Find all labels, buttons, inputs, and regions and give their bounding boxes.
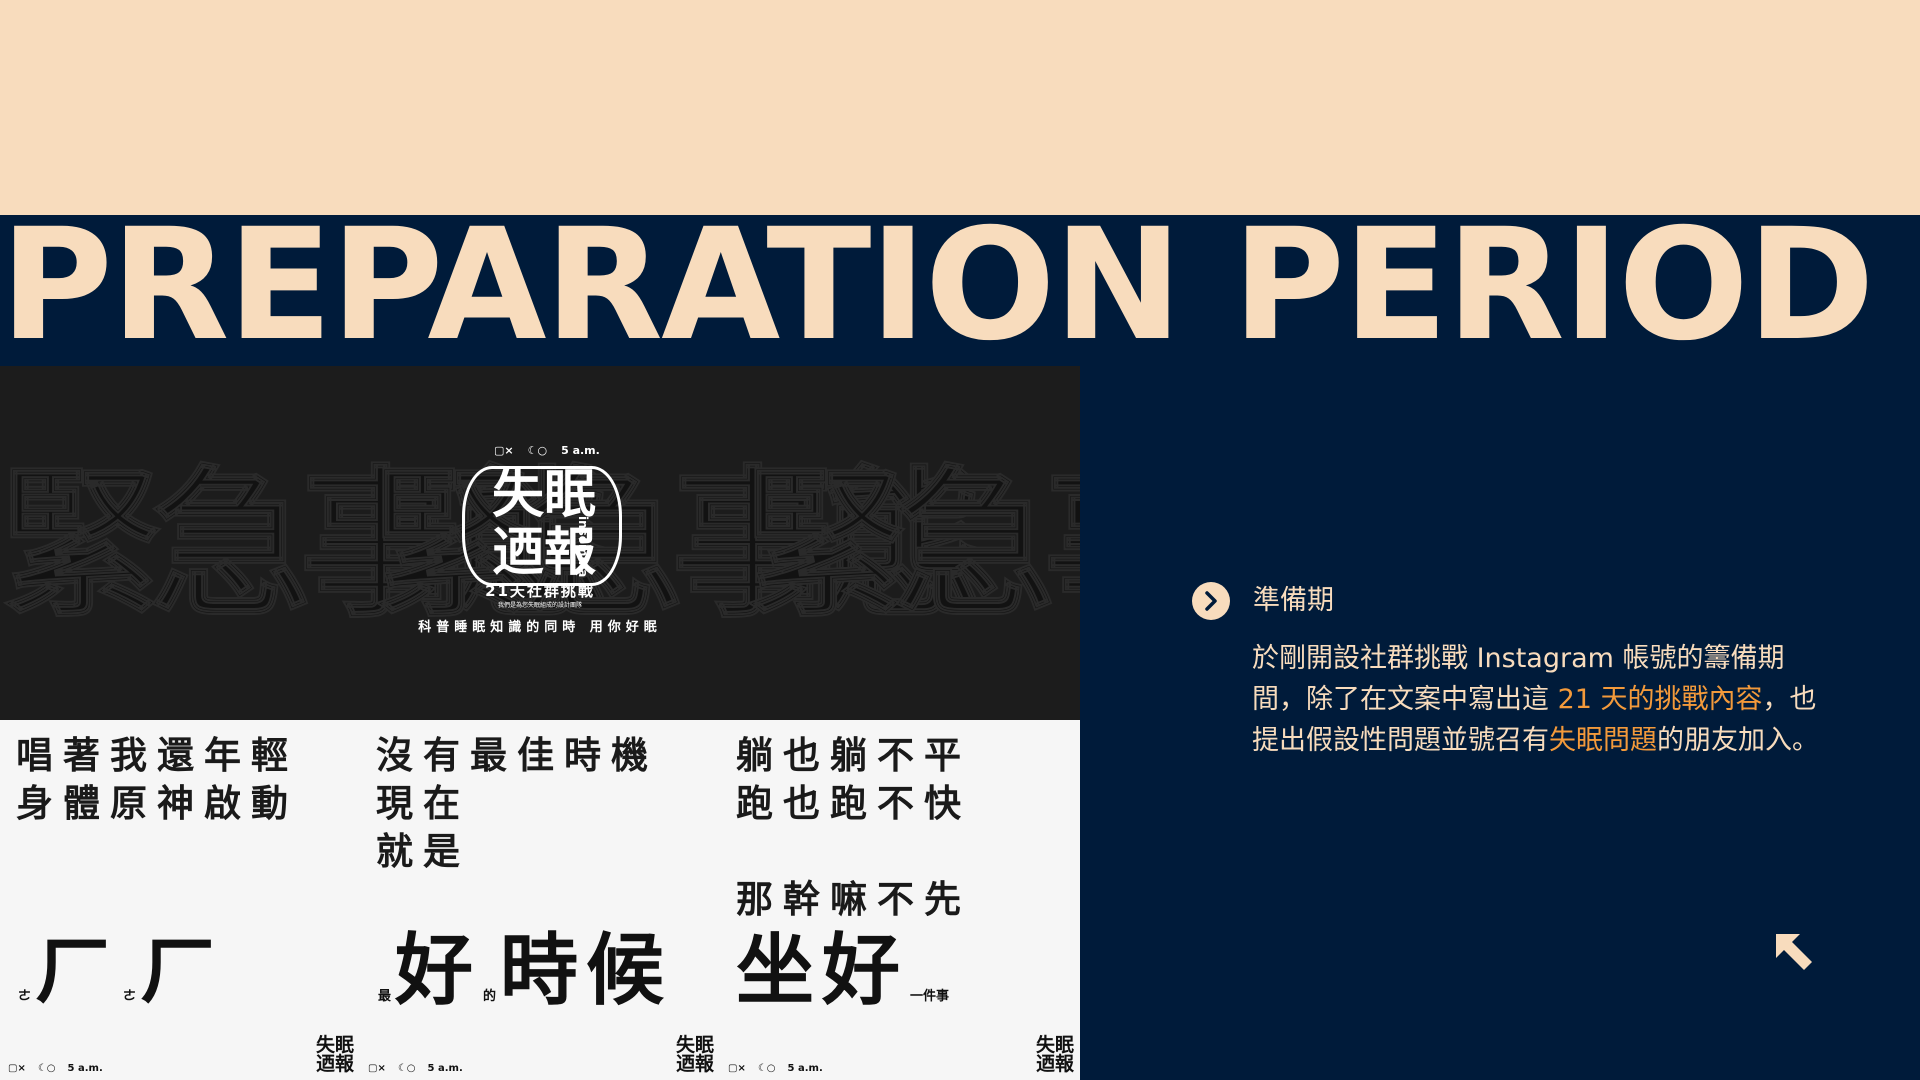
post-big-char: 坐好 (736, 926, 909, 1016)
post-text: 躺也躺不平 跑也跑不快 那幹嘛不先 (736, 732, 971, 924)
post-time: 5 a.m. (427, 1063, 463, 1074)
section-body-text: ，也提出假設性問題並號召有 (1252, 684, 1817, 756)
moon-icon: ☾○ (527, 444, 548, 457)
cover-time: 5 a.m. (561, 444, 600, 457)
posts-panel: 唱著我還年輕 身體原神啟動 ㄜ ㄏ ㄜ ㄏ ▢× ☾○ 5 a.m. 失眠 迺報… (0, 720, 1080, 1080)
post-small-char: 最 (378, 989, 392, 1004)
cover-status-bar: ▢× ☾○ 5 a.m. (494, 444, 600, 457)
post-small-char: 一件事 (910, 989, 950, 1004)
phone-off-icon: ▢× (728, 1063, 746, 1074)
ghost-word: 緊急事態 (0, 451, 613, 641)
post-line: 現在 (376, 782, 470, 825)
post-status-bar: ▢× ☾○ 5 a.m. (8, 1063, 103, 1074)
logo-line-2: 迺報 (491, 523, 596, 583)
post-big-char: ㄏ (35, 926, 122, 1016)
post-logo-line-2: 迺報 (1035, 1053, 1074, 1075)
post-card-1: 唱著我還年輕 身體原神啟動 ㄜ ㄏ ㄜ ㄏ ▢× ☾○ 5 a.m. 失眠 迺報 (0, 720, 360, 1080)
pillow-frame (462, 466, 622, 586)
post-logo: 失眠 迺報 (1036, 1036, 1074, 1074)
post-big-row: ㄜ ㄏ ㄜ ㄏ (16, 930, 226, 1012)
arrow-up-left-icon (1776, 934, 1812, 970)
post-big-row: 坐好 一件事 (736, 930, 953, 1012)
post-logo-line-1: 失眠 (315, 1034, 354, 1056)
post-logo: 失眠 迺報 (676, 1036, 714, 1074)
post-small-char: 的 (483, 989, 497, 1004)
post-line: 身體原神啟動 (16, 782, 298, 825)
phone-off-icon: ▢× (368, 1063, 386, 1074)
post-line (736, 828, 971, 876)
logo-line-1: 失眠 (491, 465, 596, 525)
post-logo-line-2: 迺報 (315, 1053, 354, 1075)
phone-off-icon: ▢× (494, 444, 514, 457)
post-big-char: ㄏ (140, 926, 227, 1016)
post-logo-line-1: 失眠 (675, 1034, 714, 1056)
cover-image: 緊急事態 緊急事態 緊急事態 ▢× ☾○ 5 a.m. 失眠 迺報 insomn… (0, 366, 1080, 720)
post-line: 就是 (376, 830, 470, 873)
chevron-right-icon (1192, 582, 1230, 620)
post-small-char: ㄜ (18, 989, 32, 1004)
cover-fine-print: 我們是為您失眠組成的設計團隊 (497, 602, 582, 609)
section-highlight: 21 天的挑戰內容 (1557, 684, 1763, 715)
post-line: 跑也跑不快 (736, 782, 971, 825)
cover-logo: 失眠 迺報 (484, 466, 604, 582)
post-text: 沒有最佳時機 現在 就是 (376, 732, 658, 876)
section-title: 準備期 (1253, 585, 1334, 616)
post-footer: ▢× ☾○ 5 a.m. 失眠 迺報 (368, 1036, 714, 1075)
cover-tagline: 科普睡眠知識的同時 用你好眠 (418, 620, 662, 635)
post-small-char: ㄜ (123, 989, 137, 1004)
phone-off-icon: ▢× (8, 1063, 26, 1074)
post-big-char: 好 (395, 926, 482, 1016)
moon-icon: ☾○ (397, 1063, 416, 1074)
post-footer: ▢× ☾○ 5 a.m. 失眠 迺報 (728, 1036, 1074, 1075)
post-line: 唱著我還年輕 (16, 734, 298, 777)
logo-side-text: insomnia (576, 516, 590, 578)
top-cream-band (0, 0, 1920, 215)
post-card-2: 沒有最佳時機 現在 就是 最 好 的 時候 ▢× ☾○ 5 a.m. 失眠 迺報 (360, 720, 720, 1080)
post-line: 沒有最佳時機 (376, 734, 658, 777)
section-body: 於剛開設社群挑戰 Instagram 帳號的籌備期間，除了在文案中寫出這 21 … (1252, 638, 1822, 761)
post-big-row: 最 好 的 時候 (376, 930, 672, 1012)
section-body-text: 的朋友加入。 (1657, 725, 1819, 756)
post-line: 那幹嘛不先 (736, 878, 971, 921)
hero-title: PREPARATION PERIOD (0, 206, 1875, 366)
moon-icon: ☾○ (37, 1063, 56, 1074)
ghost-word: 緊急事態 (743, 451, 1080, 641)
post-time: 5 a.m. (787, 1063, 823, 1074)
post-logo-line-1: 失眠 (1035, 1034, 1074, 1056)
post-logo-line-2: 迺報 (675, 1053, 714, 1075)
post-status-bar: ▢× ☾○ 5 a.m. (368, 1063, 463, 1074)
post-status-bar: ▢× ☾○ 5 a.m. (728, 1063, 823, 1074)
post-logo: 失眠 迺報 (316, 1036, 354, 1074)
moon-icon: ☾○ (757, 1063, 776, 1074)
section-highlight: 失眠問題 (1549, 725, 1657, 756)
post-time: 5 a.m. (67, 1063, 103, 1074)
cover-subtitle: 21天社群挑戰 (485, 582, 595, 600)
post-big-char: 時候 (500, 926, 673, 1016)
post-card-3: 躺也躺不平 跑也跑不快 那幹嘛不先 坐好 一件事 ▢× ☾○ 5 a.m. 失眠… (720, 720, 1080, 1080)
post-line: 躺也躺不平 (736, 734, 971, 777)
post-footer: ▢× ☾○ 5 a.m. 失眠 迺報 (8, 1036, 354, 1075)
post-text: 唱著我還年輕 身體原神啟動 (16, 732, 298, 828)
section-body-text: 於剛開設社群挑戰 Instagram 帳號的籌備期間，除了在文案中寫出這 (1252, 643, 1785, 715)
